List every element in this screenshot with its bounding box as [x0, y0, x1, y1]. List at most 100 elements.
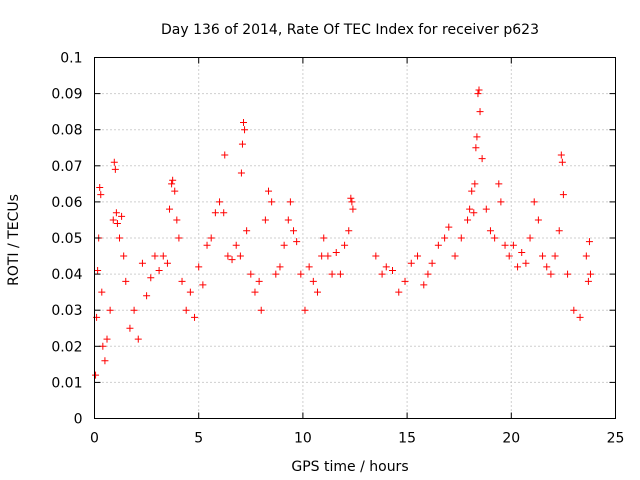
data-point	[159, 252, 167, 260]
data-point	[173, 216, 181, 224]
data-point	[113, 220, 121, 228]
y-tick-label: 0.08	[51, 123, 82, 139]
data-point	[155, 266, 163, 274]
data-point	[305, 263, 313, 271]
data-point	[534, 216, 542, 224]
data-point	[345, 227, 353, 235]
y-tick-label: 0.02	[51, 339, 82, 355]
data-point	[530, 198, 538, 206]
data-point	[478, 155, 486, 163]
data-point	[97, 191, 105, 199]
data-point	[221, 151, 229, 159]
data-point	[313, 288, 321, 296]
data-point	[476, 108, 484, 116]
data-point	[378, 270, 386, 278]
data-point	[216, 198, 224, 206]
data-point	[163, 259, 171, 267]
data-point	[491, 234, 499, 242]
data-point	[237, 169, 245, 177]
x-tick-label: 20	[502, 431, 520, 447]
data-point	[112, 209, 120, 217]
data-point	[169, 176, 177, 184]
data-point	[138, 259, 146, 267]
data-point	[238, 140, 246, 148]
data-point	[570, 306, 578, 314]
data-point	[332, 248, 340, 256]
data-point	[497, 198, 505, 206]
data-point	[341, 241, 349, 249]
data-point	[280, 241, 288, 249]
data-point	[241, 126, 249, 134]
data-point	[584, 277, 592, 285]
data-point	[505, 252, 513, 260]
data-point	[147, 274, 155, 282]
data-point	[320, 234, 328, 242]
data-point	[382, 263, 390, 271]
data-point	[98, 288, 106, 296]
y-tick-label: 0.01	[51, 375, 82, 391]
data-point	[473, 133, 481, 141]
data-point	[441, 234, 449, 242]
chart-title: Day 136 of 2014, Rate Of TEC Index for r…	[161, 22, 539, 38]
data-point	[151, 252, 159, 260]
data-point	[211, 209, 219, 217]
y-tick-label: 0	[74, 412, 83, 428]
y-tick-label: 0.04	[51, 267, 82, 283]
data-point	[318, 252, 326, 260]
data-point	[232, 241, 240, 249]
data-point	[110, 158, 118, 166]
data-point	[96, 183, 104, 191]
data-point	[92, 371, 100, 379]
data-point	[268, 198, 276, 206]
data-point	[482, 205, 490, 213]
x-tick-label: 10	[294, 431, 312, 447]
data-point	[514, 263, 522, 271]
data-point	[585, 238, 593, 246]
y-tick-label: 0.07	[51, 159, 82, 175]
data-point	[116, 234, 124, 242]
data-point	[486, 227, 494, 235]
data-point	[301, 306, 309, 314]
data-point	[111, 165, 119, 173]
data-point	[182, 306, 190, 314]
data-point	[101, 357, 109, 365]
data-point	[576, 313, 584, 321]
data-point	[389, 266, 397, 274]
data-point	[293, 238, 301, 246]
x-tick-label: 5	[194, 431, 203, 447]
data-point	[559, 191, 567, 199]
y-tick-label: 0.06	[51, 195, 82, 211]
data-point	[547, 270, 555, 278]
data-point	[203, 241, 211, 249]
data-point	[464, 216, 472, 224]
data-point	[471, 180, 479, 188]
data-point	[309, 277, 317, 285]
data-point	[434, 241, 442, 249]
data-point	[94, 266, 102, 274]
data-point	[255, 277, 263, 285]
data-point	[466, 205, 474, 213]
data-point	[99, 342, 107, 350]
data-point	[495, 180, 503, 188]
data-point	[236, 252, 244, 260]
data-point	[265, 187, 273, 195]
data-point	[284, 216, 292, 224]
data-point	[120, 252, 128, 260]
grid-layer	[94, 57, 616, 419]
data-point	[175, 234, 183, 242]
data-point	[539, 252, 547, 260]
y-tick-label: 0.1	[60, 51, 82, 67]
y-tick-label: 0.05	[51, 231, 82, 247]
data-point	[582, 252, 590, 260]
data-point	[586, 270, 594, 278]
data-point	[251, 288, 259, 296]
y-axis-label: ROTI / TECUs	[6, 194, 22, 286]
data-point	[558, 158, 566, 166]
data-point	[348, 198, 356, 206]
data-point	[199, 281, 207, 289]
data-point	[106, 306, 114, 314]
data-point	[470, 209, 478, 217]
points-layer	[92, 86, 594, 379]
data-point	[424, 270, 432, 278]
x-tick-label: 0	[90, 431, 99, 447]
